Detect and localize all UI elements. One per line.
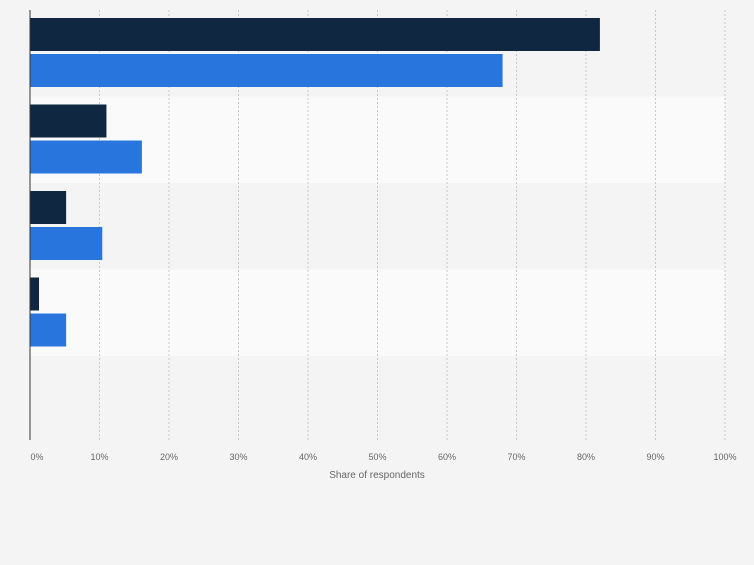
x-tick-label: 20%: [160, 452, 178, 462]
x-tick-label: 10%: [90, 452, 108, 462]
x-tick-label: 80%: [577, 452, 595, 462]
bar: [30, 277, 40, 311]
bar: [30, 313, 67, 347]
bar: [30, 191, 67, 224]
bar: [30, 54, 503, 87]
x-tick-label: 40%: [299, 452, 317, 462]
x-axis-label: Share of respondents: [329, 470, 425, 481]
x-tick-labels: 0% 10% 20% 30% 40% 50% 60% 70% 80% 90% 100%: [30, 452, 736, 462]
x-tick-label: 0%: [30, 452, 43, 462]
bar: [30, 227, 103, 260]
bar: [30, 18, 600, 51]
bar: [30, 104, 107, 138]
x-tick-label: 30%: [229, 452, 247, 462]
x-tick-label: 70%: [507, 452, 525, 462]
bars: [30, 18, 600, 347]
x-tick-label: 50%: [368, 452, 386, 462]
x-tick-label: 60%: [438, 452, 456, 462]
bar: [30, 140, 142, 174]
x-tick-label: 90%: [646, 452, 664, 462]
x-tick-label: 100%: [713, 452, 736, 462]
